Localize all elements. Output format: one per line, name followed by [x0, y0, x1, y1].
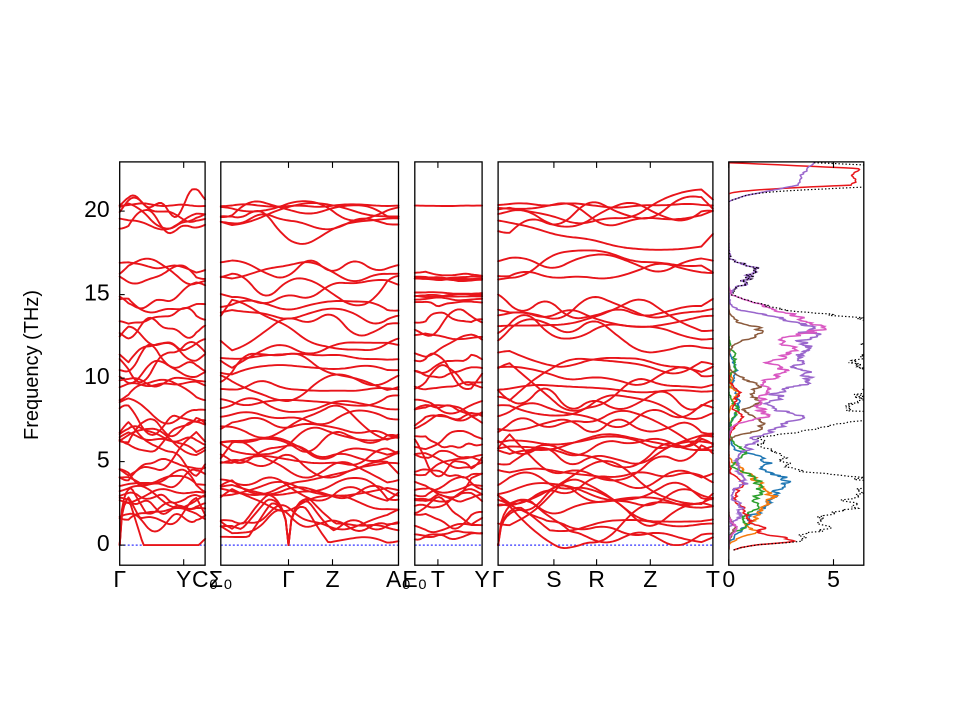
svg-text:Γ: Γ: [492, 566, 505, 592]
svg-text:Z: Z: [643, 566, 657, 592]
svg-text:20: 20: [84, 196, 110, 222]
svg-text:0: 0: [97, 530, 110, 556]
svg-text:Σ₀: Σ₀: [209, 566, 233, 592]
svg-text:S: S: [546, 566, 561, 592]
svg-text:Frequency (THz): Frequency (THz): [21, 290, 43, 440]
svg-text:Y: Y: [474, 566, 489, 592]
svg-text:15: 15: [84, 280, 110, 306]
svg-text:10: 10: [84, 363, 110, 389]
svg-text:5: 5: [97, 447, 110, 473]
svg-text:Γ: Γ: [282, 566, 295, 592]
svg-text:R: R: [588, 566, 605, 592]
svg-text:5: 5: [827, 566, 840, 592]
svg-text:T: T: [706, 566, 720, 592]
svg-text:Z: Z: [325, 566, 339, 592]
svg-text:E₀: E₀: [402, 566, 427, 592]
svg-text:T: T: [431, 566, 445, 592]
svg-text:Γ: Γ: [113, 566, 126, 592]
svg-text:0: 0: [722, 566, 735, 592]
svg-text:Y: Y: [176, 566, 191, 592]
